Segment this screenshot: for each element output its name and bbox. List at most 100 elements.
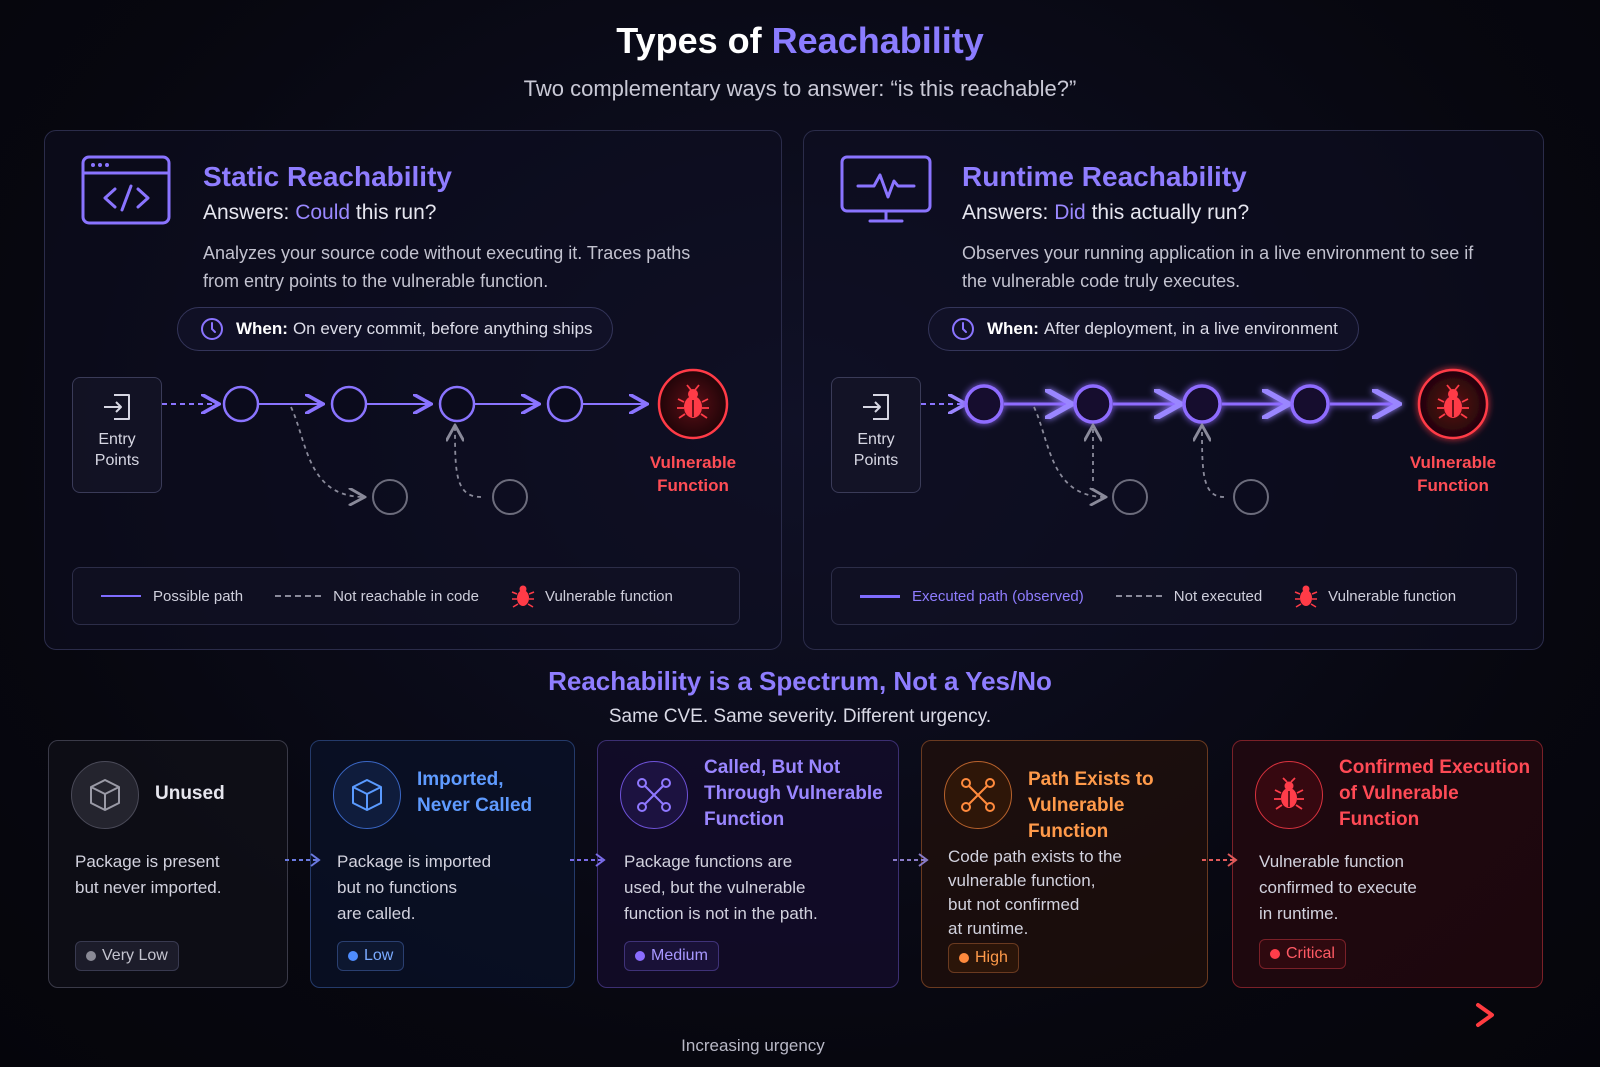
urgency-badge: Low (337, 941, 405, 971)
pulse-monitor-icon (840, 155, 932, 230)
runtime-entry-label-1: Entry (857, 431, 895, 448)
spectrum-subtitle: Same CVE. Same severity. Different urgen… (608, 706, 992, 727)
card-title-line: Function (704, 809, 785, 830)
card-title-line: Imported, (417, 769, 504, 790)
static-description: Analyzes your source code without execut… (203, 243, 691, 291)
card-desc-line: in runtime. (1259, 904, 1339, 923)
static-entry-label-1: Entry (98, 431, 136, 448)
static-vulnerable-label: Vulnerable Function (628, 451, 758, 497)
branching-paths-icon (944, 761, 1012, 829)
legend-solid-label: Executed path (observed) (912, 587, 1084, 605)
static-flow-diagram (162, 368, 729, 515)
static-title: Static Reachability (203, 161, 452, 192)
legend-solid: Possible path (101, 588, 243, 605)
card-title-line: Unused (155, 783, 225, 804)
card-desc-line: vulnerable function, (948, 871, 1096, 890)
clock-icon (952, 318, 974, 340)
dashed-arrow (893, 853, 929, 867)
title-prefix: Types of (616, 20, 762, 61)
spectrum-card-imported: Imported, Never Called Package is importe… (310, 740, 575, 988)
package-icon (333, 761, 401, 829)
package-icon (71, 761, 139, 829)
card-desc-line: but never imported. (75, 878, 222, 897)
unreachable-node (492, 479, 528, 515)
path-node (438, 385, 476, 423)
legend-bug: Vulnerable function (1294, 584, 1456, 608)
not-executed-node (1112, 479, 1148, 515)
executed-node (964, 384, 1004, 424)
page-subtitle: Two complementary ways to answer: “is th… (523, 76, 1077, 101)
urgency-badge: Critical (1259, 939, 1346, 969)
urgency-level: Very Low (102, 947, 168, 964)
runtime-vulnerable-label: Vulnerable Function (1388, 451, 1518, 497)
spectrum-card-called: Called, But Not Through Vulnerable Functio… (597, 740, 899, 988)
card-title-line: Vulnerable Function (1028, 795, 1125, 842)
runtime-reachability-panel: Runtime Reachability Answers: Did this a… (803, 130, 1544, 650)
legend-bug: Vulnerable function (511, 584, 673, 608)
urgency-level: Low (364, 947, 394, 964)
page-title: Types of Reachability (0, 20, 1600, 62)
runtime-flow-diagram (921, 368, 1489, 515)
legend-dashed: Not reachable in code (275, 588, 479, 605)
runtime-vuln-label-2: Function (1417, 476, 1489, 495)
not-executed-node (1233, 479, 1269, 515)
urgency-level: Critical (1286, 945, 1335, 962)
static-vuln-label-2: Function (657, 476, 729, 495)
legend-solid-label: Possible path (153, 587, 244, 605)
unreachable-node (372, 479, 408, 515)
not-executed-branch (1033, 406, 1104, 497)
spectrum-card-unused: Unused Package is present but never impor… (48, 740, 288, 988)
static-reachability-panel: Static Reachability Answers: Could this … (44, 130, 782, 650)
bug-icon (677, 384, 709, 419)
card-title-line: Never Called (417, 795, 533, 816)
runtime-description: Observes your running application in a l… (962, 243, 1474, 291)
runtime-question: Answers: Did this actually run? (962, 201, 1249, 225)
legend-bug-label: Vulnerable function (545, 587, 673, 605)
legend-solid: Executed path (observed) (860, 588, 1084, 605)
bug-icon (511, 585, 535, 608)
runtime-question-suffix: this actually run? (1091, 201, 1250, 224)
static-legend: Possible path Not reachable in code Vuln… (72, 567, 740, 625)
not-executed-branch (1202, 427, 1225, 498)
bug-icon (1437, 384, 1469, 419)
urgency-badge: Medium (624, 941, 719, 971)
path-node (222, 385, 260, 423)
legend-bug-label: Vulnerable function (1328, 587, 1457, 605)
executed-node (1290, 384, 1330, 424)
card-title-line: Function (1339, 809, 1420, 830)
code-window-icon (81, 155, 171, 230)
runtime-when-label: When: (987, 319, 1039, 338)
static-question-prefix: Answers: (203, 201, 290, 224)
static-question: Answers: Could this run? (203, 201, 436, 225)
card-title-line: Through Vulnerable (704, 783, 883, 804)
static-when-pill: When: On every commit, before anything s… (177, 307, 614, 351)
static-question-highlight: Could (295, 201, 351, 224)
card-desc-line: Code path exists to the (948, 847, 1122, 866)
card-desc-line: function is not in the path. (624, 904, 818, 923)
runtime-when-pill: When: After deployment, in a live enviro… (928, 307, 1359, 351)
runtime-entry-label-2: Points (853, 452, 899, 469)
urgency-level: High (975, 949, 1008, 966)
runtime-when-text: After deployment, in a live environment (1043, 319, 1338, 338)
legend-dashed: Not executed (1115, 587, 1263, 605)
card-title-line: Called, But Not (704, 757, 841, 778)
urgency-level: Medium (651, 947, 708, 964)
runtime-question-highlight: Did (1054, 201, 1086, 224)
static-question-suffix: this run? (355, 201, 437, 224)
path-node (330, 385, 368, 423)
card-desc-line: Package functions are (624, 852, 793, 871)
legend-dashed-label: Not reachable in code (333, 587, 479, 605)
path-node (546, 385, 584, 423)
dashed-arrow (1202, 853, 1238, 867)
executed-node (1073, 384, 1113, 424)
card-desc-line: Package is present (75, 852, 220, 871)
enter-icon (104, 394, 130, 420)
legend-dashed-label: Not executed (1173, 587, 1263, 605)
card-title-line: of Vulnerable (1339, 783, 1459, 804)
runtime-title: Runtime Reachability (962, 161, 1247, 192)
bug-icon (1255, 761, 1323, 829)
card-desc-line: at runtime. (948, 919, 1029, 938)
card-desc-line: Package is imported (337, 852, 492, 871)
urgency-badge: Very Low (75, 941, 179, 971)
static-entry-points: Entry Points (72, 377, 162, 493)
